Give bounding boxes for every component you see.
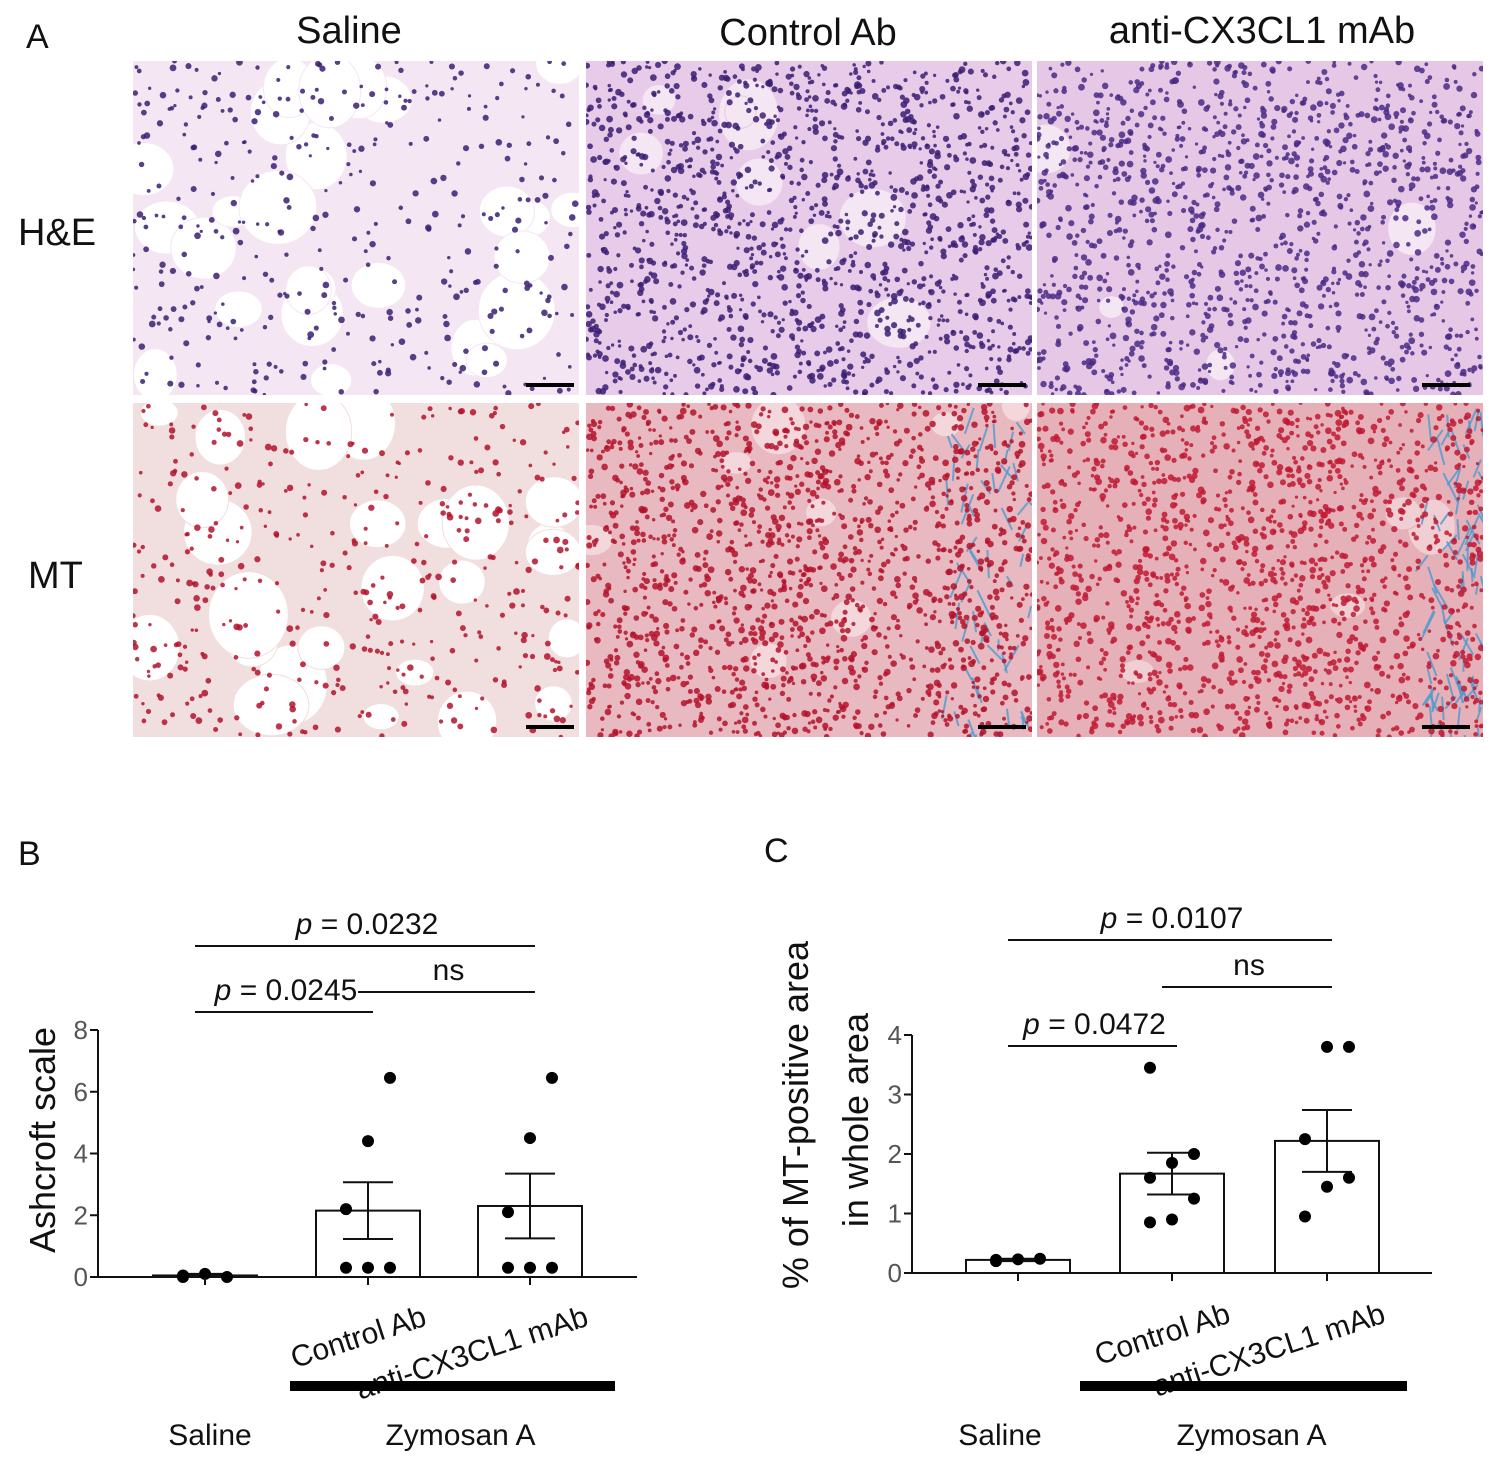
data-point xyxy=(221,1271,233,1283)
data-point xyxy=(502,1206,514,1219)
panel-letter-c: C xyxy=(764,832,789,870)
row-label-he: H&E xyxy=(18,212,97,254)
y-tick-label: 6 xyxy=(74,1077,88,1107)
micrograph-he-anti-cx3cl1 xyxy=(1037,61,1483,395)
bar-1 xyxy=(152,1274,258,1279)
scale-bar xyxy=(526,383,574,387)
data-point xyxy=(1144,1171,1156,1184)
significance-label: p = 0.0232 xyxy=(295,908,439,941)
y-tick-label: 8 xyxy=(74,1015,88,1045)
data-point xyxy=(546,1261,558,1274)
micrograph-mt-control-ab xyxy=(586,403,1032,737)
column-header-anti-cx3cl1: anti-CX3CL1 mAb xyxy=(1108,10,1416,52)
y-tick-label: 2 xyxy=(74,1200,88,1230)
bar-2 xyxy=(315,1209,421,1279)
category-label: anti-CX3CL1 mAb xyxy=(352,1300,592,1406)
row-label-mt: MT xyxy=(28,555,83,597)
y-tick-label: 2 xyxy=(888,1139,902,1169)
y-axis-label-line2: in whole area xyxy=(835,1012,876,1227)
data-point xyxy=(1321,1040,1333,1053)
category-label: Control Ab xyxy=(1091,1297,1234,1372)
data-point xyxy=(362,1261,374,1274)
panel-letter-b: B xyxy=(18,835,41,873)
data-point xyxy=(1299,1133,1311,1146)
data-point xyxy=(384,1261,396,1274)
data-point xyxy=(546,1071,558,1084)
group-label-saline: Saline xyxy=(958,1419,1041,1452)
data-point xyxy=(199,1267,211,1280)
y-axis-label: % of MT-positive area xyxy=(775,940,816,1289)
y-tick-label: 1 xyxy=(888,1199,902,1229)
significance-label: ns xyxy=(433,954,465,987)
data-point xyxy=(1299,1210,1311,1223)
significance-label: p = 0.0245 xyxy=(214,974,358,1007)
bar-3 xyxy=(1274,1139,1380,1275)
scale-bar xyxy=(978,725,1026,729)
data-point xyxy=(1321,1180,1333,1193)
data-point xyxy=(1012,1253,1024,1266)
micrograph-mt-saline xyxy=(133,403,579,737)
scale-bar xyxy=(526,725,574,729)
bar-2 xyxy=(1119,1172,1225,1275)
data-point xyxy=(177,1269,189,1282)
group-label-zymosan: Zymosan A xyxy=(385,1419,535,1452)
data-point xyxy=(362,1135,374,1148)
scale-bar xyxy=(1422,383,1470,387)
data-point xyxy=(524,1132,536,1145)
data-point xyxy=(1034,1252,1046,1265)
data-point xyxy=(384,1071,396,1084)
data-point xyxy=(1343,1171,1355,1184)
y-axis-label: Ashcroft scale xyxy=(22,1027,63,1253)
data-point xyxy=(177,1271,189,1283)
data-point xyxy=(340,1261,352,1274)
data-point xyxy=(1144,1061,1156,1074)
y-tick-label: 4 xyxy=(74,1139,88,1169)
data-point xyxy=(340,1203,352,1216)
data-point xyxy=(1188,1192,1200,1205)
data-point xyxy=(990,1253,1002,1266)
panel-letter-a: A xyxy=(26,18,49,56)
scale-bar xyxy=(1422,725,1470,729)
data-point xyxy=(990,1255,1002,1268)
y-tick-label: 0 xyxy=(888,1258,902,1288)
bar-1 xyxy=(965,1258,1071,1275)
micrograph-he-saline xyxy=(133,61,579,395)
data-point xyxy=(1188,1148,1200,1160)
category-label: anti-CX3CL1 mAb xyxy=(1149,1297,1389,1403)
micrograph-mt-anti-cx3cl1 xyxy=(1037,403,1483,737)
significance-label: p = 0.0472 xyxy=(1022,1008,1166,1041)
bar-3 xyxy=(477,1204,583,1279)
data-point xyxy=(502,1261,514,1274)
data-point xyxy=(1166,1213,1178,1226)
column-header-control-ab: Control Ab xyxy=(719,12,897,54)
group-label-zymosan: Zymosan A xyxy=(1176,1419,1326,1452)
y-tick-label: 4 xyxy=(888,1020,902,1050)
group-label-saline: Saline xyxy=(168,1419,251,1452)
micrograph-he-control-ab xyxy=(586,61,1032,395)
scale-bar xyxy=(978,383,1026,387)
category-label: Control Ab xyxy=(287,1300,430,1375)
y-tick-label: 0 xyxy=(74,1262,88,1292)
significance-label: p = 0.0107 xyxy=(1100,902,1244,935)
group-bar xyxy=(290,1381,615,1391)
significance-label: ns xyxy=(1233,949,1265,982)
data-point xyxy=(1144,1216,1156,1229)
column-header-saline: Saline xyxy=(296,10,402,52)
data-point xyxy=(1343,1040,1355,1053)
data-point xyxy=(524,1261,536,1274)
data-point xyxy=(1166,1156,1178,1169)
y-tick-label: 3 xyxy=(888,1080,902,1110)
group-bar xyxy=(1080,1381,1407,1391)
